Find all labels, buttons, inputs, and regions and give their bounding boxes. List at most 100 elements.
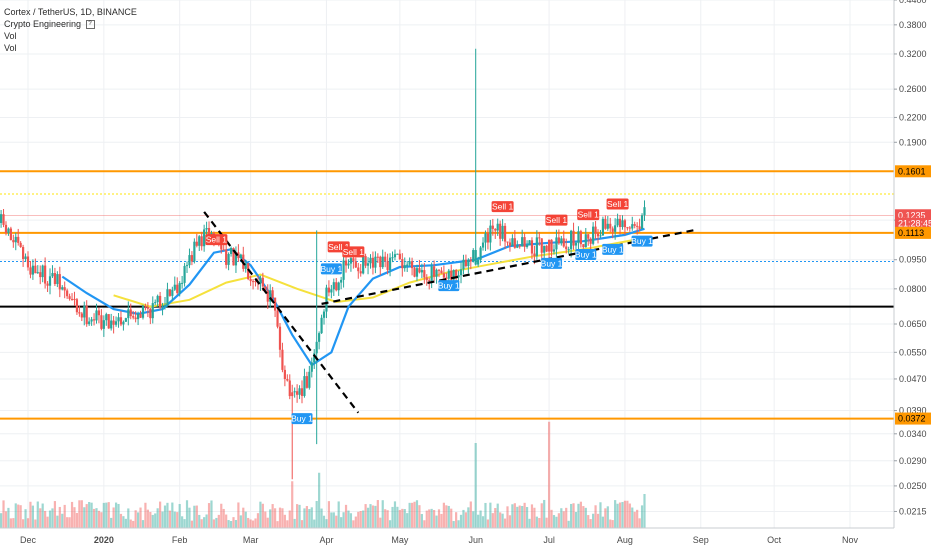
volume-bar	[418, 505, 421, 528]
candle-body	[78, 312, 81, 314]
volume-bar	[349, 513, 353, 528]
volume-bar	[176, 512, 179, 528]
volume-bar	[533, 507, 536, 528]
volume-bar	[97, 510, 101, 528]
candle-body	[300, 388, 304, 396]
volume-bar	[249, 519, 252, 528]
buy-signal: Buy 1	[320, 263, 342, 275]
sell-signal-badge	[545, 214, 568, 226]
candle-body	[80, 313, 83, 318]
candle-body	[340, 279, 343, 283]
price-label: 0.1601	[895, 165, 931, 178]
candle-body	[455, 269, 458, 278]
candle-body	[203, 229, 206, 247]
volume-bar	[604, 508, 607, 528]
info-icon[interactable]: ?	[85, 20, 95, 30]
volume-bar	[41, 503, 44, 528]
volume-bar	[420, 514, 423, 528]
volume-bar	[181, 516, 184, 528]
volume-bar	[178, 504, 181, 528]
volume-bar	[220, 503, 223, 528]
candle-body	[555, 237, 558, 250]
candle-body	[266, 290, 269, 302]
candle-body	[251, 281, 255, 283]
volume-bar	[337, 501, 340, 528]
candle-body	[151, 303, 154, 319]
chart-title: Cortex / TetherUS, 1D, BINANCE	[4, 7, 137, 17]
candle-body	[616, 218, 619, 226]
volume-bar	[144, 502, 147, 528]
candle-body	[220, 243, 223, 250]
price-label-bg	[895, 412, 931, 425]
candle-body	[347, 263, 350, 266]
volume-bar	[2, 500, 5, 528]
volume-bar	[291, 481, 294, 528]
volume-bar	[447, 505, 450, 528]
volume-bar	[386, 510, 389, 528]
candle-body	[97, 310, 101, 316]
price-tick-label: 0.2200	[899, 112, 927, 122]
volume-bar	[560, 508, 563, 528]
candle-body	[601, 218, 605, 236]
candle-body	[513, 238, 516, 248]
candle-body	[207, 227, 211, 237]
candle-body	[344, 260, 348, 266]
candle-body	[178, 283, 181, 293]
candle-body	[7, 228, 10, 233]
candle-body	[337, 282, 340, 291]
candle-body	[327, 287, 331, 293]
volume-bar	[119, 513, 123, 528]
candle-body	[384, 256, 387, 262]
volume-bar	[173, 511, 176, 528]
volume-bar	[264, 511, 267, 528]
candle-body	[354, 261, 357, 268]
candle-body	[633, 224, 636, 226]
volume-bar	[511, 504, 514, 528]
candle-body	[533, 253, 536, 257]
candle-body	[200, 236, 203, 247]
volume-bar	[547, 421, 551, 528]
price-tick-label: 0.0550	[899, 347, 927, 357]
candle-body	[229, 248, 233, 254]
candle-body	[293, 391, 296, 393]
volume-bar	[124, 518, 127, 528]
buy-signal-label: Buy 1	[575, 249, 597, 259]
volume-bar	[151, 514, 154, 528]
volume-bar	[486, 519, 490, 528]
volume-bar	[481, 516, 485, 528]
volume-bar	[193, 505, 196, 528]
volume-bar	[344, 504, 348, 528]
time-tick-label: 2020	[94, 535, 114, 545]
candle-body	[100, 315, 103, 329]
candle-body	[335, 282, 338, 291]
candle-body	[445, 277, 448, 279]
volume-bar	[579, 501, 582, 528]
volume-bar	[31, 505, 34, 528]
volume-bar	[601, 516, 605, 528]
buy-signal-badge	[602, 243, 624, 255]
candle-body	[176, 284, 179, 293]
candle-body	[364, 256, 367, 266]
volume-bar	[384, 509, 387, 528]
volume-bar	[56, 515, 59, 528]
candle-body	[85, 305, 88, 325]
candle-body	[163, 305, 167, 307]
trend-lines	[203, 211, 694, 414]
volume-bar	[354, 516, 357, 528]
chart-legend: Cortex / TetherUS, 1D, BINANCE Crypto En…	[4, 6, 137, 54]
candle-body	[594, 226, 597, 234]
volume-bar	[352, 520, 355, 528]
buy-signal-label: Buy 1	[291, 414, 313, 424]
volume-bar	[501, 513, 504, 528]
time-tick-label: Jul	[543, 535, 555, 545]
candle-body	[511, 238, 514, 246]
volume-bar	[545, 517, 548, 528]
candle-body	[410, 261, 414, 269]
candle-body	[308, 371, 311, 388]
volume-bar	[413, 501, 416, 528]
candle-body	[369, 257, 372, 264]
volume-bar	[83, 507, 86, 528]
candle-body	[396, 253, 399, 255]
volume-bar	[318, 472, 321, 528]
